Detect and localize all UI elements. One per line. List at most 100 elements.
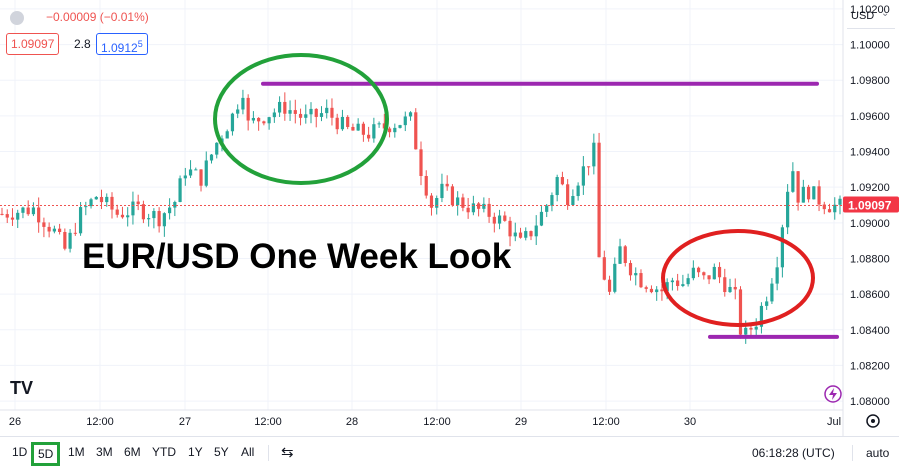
candles-series — [0, 89, 842, 344]
candle-body — [73, 232, 77, 234]
range-1y[interactable]: 1Y — [188, 445, 203, 459]
candle-body — [424, 175, 428, 196]
candle-body — [21, 207, 25, 213]
y-tick-label: 1.10000 — [850, 40, 890, 52]
y-tick-label: 1.09800 — [850, 75, 890, 87]
candle-body — [162, 213, 166, 227]
price-label: 1.09097 — [843, 196, 899, 213]
candle-body — [309, 108, 313, 115]
candle-body — [408, 112, 413, 117]
range-5y[interactable]: 5Y — [214, 445, 229, 459]
settings-icon[interactable] — [866, 414, 880, 428]
y-tick-label: 1.08800 — [850, 253, 890, 265]
y-tick-label: 1.10200 — [850, 4, 890, 16]
range-1m[interactable]: 1M — [68, 445, 85, 459]
x-tick-label: 12:00 — [254, 416, 282, 428]
x-tick-label: Jul — [827, 416, 841, 428]
date-range-icon[interactable]: ⇆ — [281, 444, 294, 461]
y-tick-label: 1.09600 — [850, 111, 890, 123]
candle-body — [5, 214, 9, 218]
candle-body — [602, 257, 606, 280]
clock-time[interactable]: 06:18:28 (UTC) — [752, 446, 835, 460]
candle-body — [68, 232, 72, 249]
candle-body — [277, 101, 282, 113]
candle-body — [550, 195, 554, 206]
range-6m[interactable]: 6M — [124, 445, 141, 459]
candle-body — [581, 166, 585, 186]
candle-body — [372, 124, 376, 139]
logo-tv: TV — [10, 378, 33, 398]
range-ytd[interactable]: YTD — [152, 445, 176, 459]
range-all[interactable]: All — [241, 445, 255, 459]
candle-body — [450, 186, 455, 206]
candle-body — [634, 273, 638, 276]
currency-selector[interactable]: USD ⌄ — [847, 4, 895, 29]
annotation-title: EUR/USD One Week Look — [82, 237, 512, 276]
toolbar-divider-right — [852, 445, 853, 461]
candle-body — [393, 127, 397, 133]
candle-body — [435, 198, 439, 208]
candle-body — [194, 169, 198, 171]
x-tick-label: 12:00 — [592, 416, 620, 428]
candle-body — [461, 197, 465, 208]
candle-body — [377, 123, 381, 125]
candle-body — [765, 301, 769, 306]
candle-body — [466, 207, 470, 213]
candle-body — [833, 204, 837, 213]
collapse-dot[interactable] — [10, 11, 24, 25]
bid-price-box[interactable]: 1.09097 — [6, 33, 60, 55]
candle-body — [115, 209, 119, 215]
candle-body — [440, 183, 444, 199]
candle-body — [555, 177, 559, 196]
candle-body — [42, 222, 46, 227]
candle-body — [518, 232, 523, 238]
candle-body — [644, 287, 648, 289]
candle-body — [58, 228, 62, 232]
candle-body — [770, 283, 774, 302]
auto-scale-button[interactable]: auto — [866, 446, 890, 460]
candle-body — [539, 211, 544, 226]
candle-body — [733, 286, 737, 290]
range-1d[interactable]: 1D — [12, 445, 28, 459]
candle-body — [298, 113, 303, 118]
candle-body — [387, 128, 392, 133]
candle-body — [267, 117, 271, 124]
ask-price-box[interactable]: 1.09125 — [96, 33, 148, 55]
range-5d[interactable]: 5D — [31, 442, 61, 466]
candle-body — [319, 113, 324, 117]
candle-body — [84, 206, 88, 208]
range-3m[interactable]: 3M — [96, 445, 113, 459]
candle-body — [545, 205, 549, 212]
red-highlight-circle — [661, 229, 815, 327]
candle-body — [445, 183, 449, 187]
candle-body — [168, 207, 172, 214]
candle-body — [717, 266, 722, 278]
candle-body — [63, 231, 67, 249]
candle-body — [566, 184, 570, 205]
candle-body — [639, 273, 643, 288]
candle-body — [293, 110, 297, 114]
candle-body — [587, 166, 591, 168]
price-chart[interactable]: EUR/USD One Week Look 1.10200 1.10000 1.09… — [0, 0, 899, 436]
candle-body — [10, 217, 15, 220]
price-axis: 1.10200 1.10000 1.09800 1.09600 1.09400 1.092… — [850, 4, 890, 408]
candle-body — [597, 142, 601, 258]
candle-body — [52, 228, 56, 232]
candle-body — [37, 207, 41, 223]
candle-body — [670, 280, 674, 283]
candle-body — [780, 227, 784, 268]
x-tick-label: 12:00 — [423, 416, 451, 428]
x-tick-label: 27 — [179, 416, 191, 428]
candle-body — [178, 178, 182, 202]
candle-body — [817, 186, 821, 205]
candle-body — [398, 125, 402, 128]
lightning-icon[interactable] — [824, 385, 842, 403]
candle-body — [188, 169, 193, 176]
candle-body — [136, 201, 140, 205]
candle-body — [827, 209, 832, 213]
x-tick-label: 28 — [346, 416, 358, 428]
candle-body — [618, 246, 622, 264]
candle-body — [749, 327, 753, 330]
y-tick-label: 1.08000 — [850, 396, 890, 408]
candle-body — [712, 266, 716, 280]
